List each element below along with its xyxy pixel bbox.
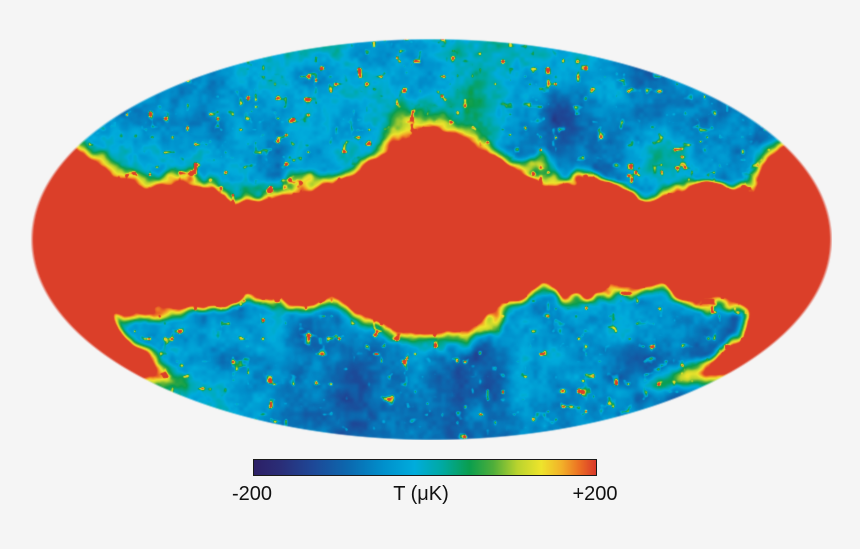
cmb-sky-map (30, 38, 832, 440)
colorbar-min-label: -200 (231, 483, 273, 505)
colorbar (253, 459, 597, 476)
colorbar-gradient (254, 460, 596, 475)
colorbar-max-label: +200 (572, 483, 618, 505)
colorbar-title: T (μK) (393, 483, 449, 505)
